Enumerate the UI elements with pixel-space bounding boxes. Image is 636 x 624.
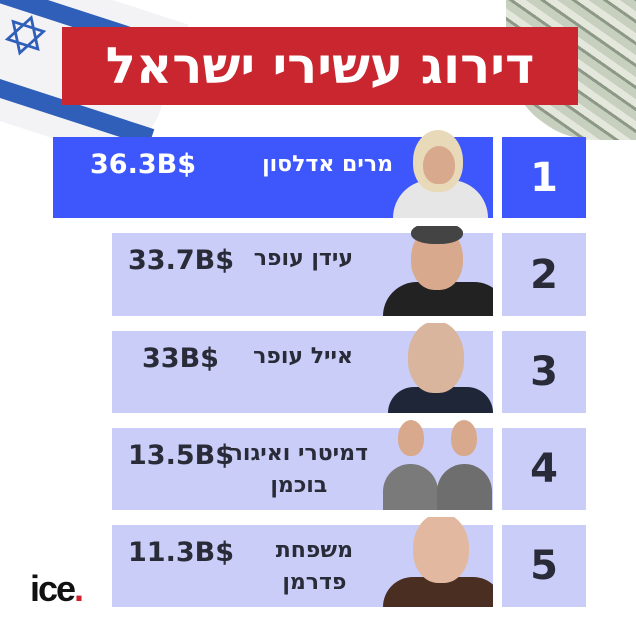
ice-logo: ice. <box>30 568 84 609</box>
star-of-david-icon: ✡ <box>0 0 58 76</box>
net-worth: 33.7B$ <box>128 245 234 276</box>
ranking-card: עידן עופר 33.7B$ <box>112 226 493 316</box>
net-worth: 36.3B$ <box>90 149 196 180</box>
net-worth: 33B$ <box>142 343 219 374</box>
person-photo <box>383 226 493 316</box>
rank-number: 1 <box>502 137 586 218</box>
ranking-card: דמיטרי ואיגור בוכמן 13.5B$ <box>112 420 493 510</box>
person-photo <box>383 420 493 510</box>
person-photo <box>383 128 493 218</box>
rank-number: 3 <box>502 331 586 413</box>
person-name: משפחת פדרמן <box>275 538 353 595</box>
ranking-card: אייל עופר 33B$ <box>112 323 493 413</box>
person-photo <box>383 517 493 607</box>
net-worth: 11.3B$ <box>128 537 234 568</box>
ranking-card: מרים אדלסון 36.3B$ <box>53 130 493 218</box>
rank-number: 5 <box>502 525 586 607</box>
person-name: עידן עופר <box>253 246 353 271</box>
person-name: אייל עופר <box>253 344 353 369</box>
person-name: מרים אדלסון <box>262 152 393 177</box>
person-photo <box>383 323 493 413</box>
rank-number: 4 <box>502 428 586 510</box>
person-name: דמיטרי ואיגור בוכמן <box>229 441 368 498</box>
rank-number: 2 <box>502 233 586 316</box>
ranking-card: משפחת פדרמן 11.3B$ <box>112 517 493 607</box>
page-title: דירוג עשירי ישראל <box>62 27 578 105</box>
net-worth: 13.5B$ <box>128 440 234 471</box>
